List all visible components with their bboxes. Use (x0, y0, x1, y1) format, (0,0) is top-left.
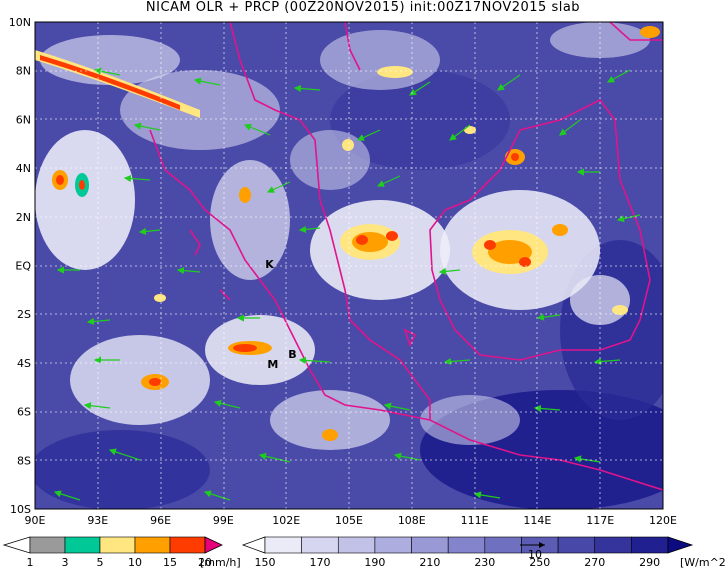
x-axis-ticks: 90E 93E 96E 99E 102E 105E 108E 111E 114E 117E 120E (25, 514, 677, 527)
x-tick-label: 117E (586, 514, 614, 527)
x-tick-label: 120E (649, 514, 677, 527)
olr-cb-cell (631, 536, 669, 554)
wind-vectors (53, 67, 641, 501)
x-tick-label: 99E (213, 514, 234, 527)
precip-cb-cell (99, 536, 136, 554)
gridlines (35, 22, 663, 509)
y-tick-label: 6N (16, 113, 31, 126)
precip-cb-cell (134, 536, 171, 554)
olr-cb-label: 250 (529, 556, 550, 569)
olr-cb-cell (594, 536, 632, 554)
olr-cb-cell (374, 536, 412, 554)
precip-cb-label: 5 (97, 556, 104, 569)
y-axis-ticks: 10N 8N 6N 4N 2N EQ 2S 4S 6S 8S 10S (9, 16, 32, 516)
olr-field (35, 22, 663, 509)
olr-colorbar: 150 170 190 210 230 250 270 290 [W/m^2] 10 (241, 536, 726, 569)
olr-cb-label: 170 (309, 556, 330, 569)
plot-frame (34, 21, 664, 510)
y-tick-label: 4N (16, 162, 31, 175)
olr-cb-cell (411, 536, 449, 554)
y-tick-label: 8N (16, 65, 31, 78)
station-labels: K MB (265, 258, 296, 371)
precip-unit-label: [mm/h] (200, 556, 241, 569)
precip-cells (35, 26, 660, 441)
y-tick-label: 2N (16, 211, 31, 224)
map-title: NICAM OLR + PRCP (00Z20NOV2015) init:00Z… (145, 0, 581, 15)
olr-cb-cell (301, 536, 339, 554)
precip-cb-label: 15 (163, 556, 177, 569)
precip-cb-label: 1 (27, 556, 34, 569)
olr-cb-cell (447, 536, 486, 554)
station-label: K (265, 258, 274, 271)
vector-reference-label: 10 (528, 548, 542, 561)
vector-reference: 10 (520, 542, 545, 561)
precip-colorbar: 1 3 5 10 15 20 [mm/h] (2, 536, 241, 569)
olr-cb-cell (557, 536, 596, 554)
y-tick-label: EQ (15, 260, 31, 273)
olr-cb-label: 270 (584, 556, 605, 569)
olr-unit-label: [W/m^2] (680, 556, 726, 569)
station-label: B (288, 348, 296, 361)
y-tick-label: 10S (10, 503, 31, 516)
coastlines (149, 22, 663, 491)
x-tick-label: 114E (523, 514, 551, 527)
y-tick-label: 4S (17, 357, 31, 370)
x-tick-label: 108E (398, 514, 426, 527)
precip-cb-cell (64, 536, 101, 554)
precip-cb-cell (169, 536, 206, 554)
olr-cb-cell (337, 536, 376, 554)
x-tick-label: 96E (150, 514, 171, 527)
y-tick-label: 2S (17, 308, 31, 321)
olr-cb-cell (264, 536, 302, 554)
y-tick-label: 6S (17, 406, 31, 419)
olr-cb-label: 150 (255, 556, 276, 569)
olr-cb-label: 230 (474, 556, 495, 569)
y-tick-label: 10N (9, 16, 31, 29)
x-tick-label: 90E (25, 514, 46, 527)
x-tick-label: 111E (461, 514, 489, 527)
precip-cb-label: 20 (198, 556, 212, 569)
precip-cb-label: 10 (128, 556, 142, 569)
precip-cb-label: 3 (62, 556, 69, 569)
olr-cb-label: 190 (364, 556, 385, 569)
olr-cb-label: 210 (419, 556, 440, 569)
x-tick-label: 102E (272, 514, 300, 527)
olr-cb-cell (484, 536, 522, 554)
x-tick-label: 93E (87, 514, 108, 527)
precip-cb-cell (29, 536, 66, 554)
station-label: M (267, 358, 278, 371)
x-tick-label: 105E (335, 514, 363, 527)
olr-cb-label: 290 (639, 556, 660, 569)
y-tick-label: 8S (17, 454, 31, 467)
